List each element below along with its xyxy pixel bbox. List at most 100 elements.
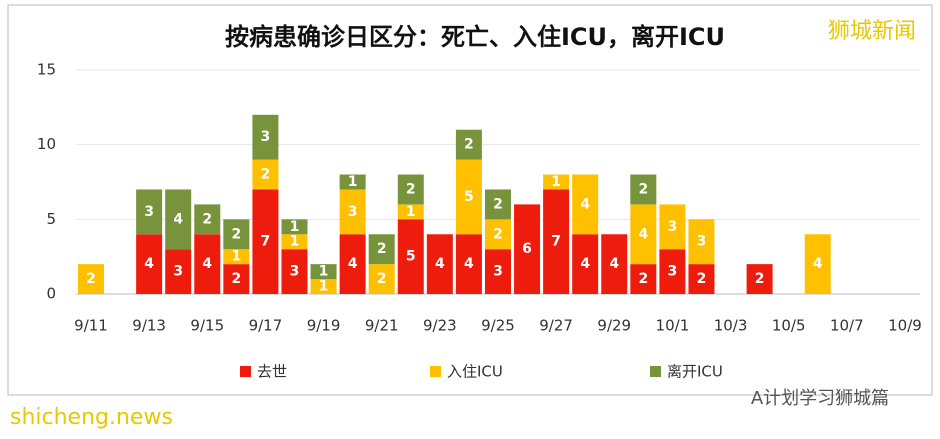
data-label: 1	[406, 204, 416, 220]
bar-segment	[368, 264, 395, 294]
bar-segment	[484, 189, 511, 220]
data-label: 4	[202, 256, 212, 272]
data-label: 5	[464, 189, 474, 205]
bar-segment	[281, 219, 308, 235]
x-tick-label: 9/19	[307, 317, 341, 335]
bar-segment	[397, 219, 424, 294]
data-label: 4	[638, 226, 648, 242]
data-label: 2	[697, 271, 707, 287]
bar-segment	[688, 219, 715, 265]
data-label: 4	[580, 196, 590, 212]
data-label: 2	[493, 196, 503, 212]
bar-segment	[543, 174, 570, 190]
bar-segment	[572, 174, 599, 235]
data-label: 2	[493, 226, 503, 242]
x-tick-label: 10/3	[714, 317, 748, 335]
y-tick-label: 5	[46, 210, 56, 228]
bar-segment	[688, 264, 715, 294]
bar-segment	[194, 204, 221, 235]
data-label: 2	[231, 226, 241, 242]
x-tick-label: 9/11	[74, 317, 108, 335]
data-label: 1	[290, 219, 300, 235]
bar-segment	[630, 264, 657, 294]
bar-segment	[252, 159, 279, 190]
data-label: 4	[348, 256, 358, 272]
bar-segment	[514, 204, 541, 294]
bar-segment	[572, 234, 599, 294]
data-label: 2	[377, 271, 387, 287]
data-label: 3	[493, 264, 503, 280]
y-tick-label: 10	[37, 135, 56, 153]
bar-segment	[455, 159, 482, 235]
data-label: 2	[261, 167, 271, 183]
bar-segment	[659, 249, 686, 294]
x-tick-label: 9/13	[132, 317, 166, 335]
x-tick-label: 10/5	[772, 317, 806, 335]
data-label: 2	[377, 241, 387, 257]
data-label: 1	[319, 264, 329, 280]
data-label: 5	[406, 249, 416, 265]
bar-segment	[223, 219, 250, 250]
x-tick-label: 10/7	[830, 317, 864, 335]
x-tick-label: 9/29	[597, 317, 631, 335]
bar-segment	[630, 174, 657, 205]
bar-segment	[484, 249, 511, 294]
x-tick-label: 10/9	[888, 317, 922, 335]
data-label: 4	[580, 256, 590, 272]
data-label: 3	[144, 204, 154, 220]
bar-segment	[804, 234, 831, 294]
x-tick-label: 9/21	[365, 317, 399, 335]
data-label: 1	[551, 174, 561, 190]
x-tick-label: 9/25	[481, 317, 515, 335]
footer-right: A计划学习狮城篇	[751, 388, 889, 409]
data-label: 4	[813, 256, 823, 272]
bar-segment	[339, 174, 366, 190]
bar-segment	[223, 249, 250, 265]
bar-segment	[136, 189, 163, 235]
legend-label: 入住ICU	[447, 363, 503, 381]
bar-segment	[746, 264, 773, 294]
data-label: 3	[261, 129, 271, 145]
data-label: 2	[638, 271, 648, 287]
data-label: 1	[290, 234, 300, 250]
bar-segment	[397, 174, 424, 205]
x-tick-label: 9/23	[423, 317, 457, 335]
bar-segment	[281, 234, 308, 250]
chart-title: 按病患确诊日区分：死亡、入住ICU，离开ICU	[225, 23, 725, 51]
data-label: 2	[755, 271, 765, 287]
data-label: 2	[406, 181, 416, 197]
data-label: 4	[173, 211, 183, 227]
bar-segment	[78, 264, 104, 294]
data-label: 1	[348, 174, 358, 190]
bar-segment	[339, 189, 366, 235]
bar-segment	[339, 234, 366, 294]
bar-segment	[659, 204, 686, 250]
bar-segment	[310, 264, 337, 280]
data-label: 7	[551, 234, 561, 250]
data-label: 2	[86, 271, 96, 287]
bar-segment	[194, 234, 221, 294]
bar-segment	[601, 234, 628, 294]
bar-segment	[426, 234, 453, 294]
data-label: 3	[290, 264, 300, 280]
bar-segment	[165, 249, 192, 294]
bar-segment	[136, 234, 163, 294]
x-tick-label: 9/15	[190, 317, 224, 335]
y-tick-label: 0	[46, 285, 56, 303]
watermark: 狮城新闻	[828, 19, 916, 44]
bar-segment	[223, 264, 250, 294]
data-label: 1	[319, 279, 329, 295]
x-tick-label: 9/27	[539, 317, 573, 335]
bar-segment	[165, 189, 192, 250]
data-label: 3	[173, 264, 183, 280]
bar-segment	[484, 219, 511, 250]
data-label: 1	[231, 249, 241, 265]
x-tick-label: 10/1	[656, 317, 690, 335]
x-tick-label: 9/17	[249, 317, 283, 335]
data-label: 4	[435, 256, 445, 272]
bar-segment	[281, 249, 308, 294]
data-label: 3	[348, 204, 358, 220]
bar-segment	[630, 204, 657, 265]
